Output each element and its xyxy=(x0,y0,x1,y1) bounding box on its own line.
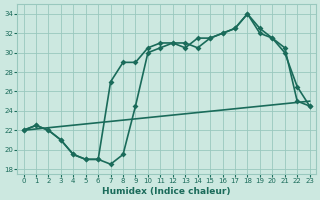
X-axis label: Humidex (Indice chaleur): Humidex (Indice chaleur) xyxy=(102,187,231,196)
